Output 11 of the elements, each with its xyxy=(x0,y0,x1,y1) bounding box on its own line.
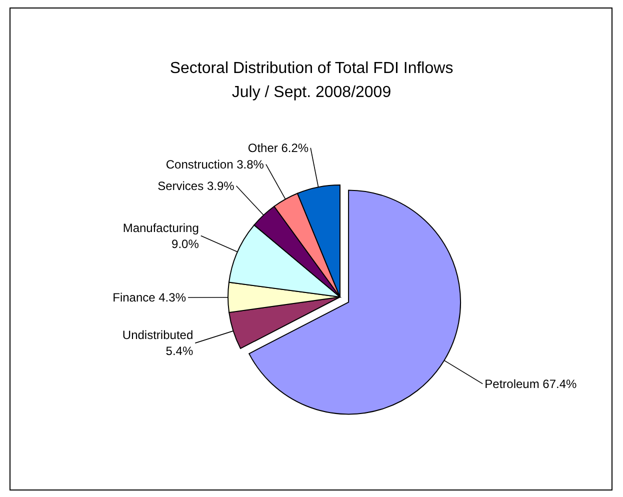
slice-label: Undistributed xyxy=(122,328,194,342)
slice-label: Construction 3.8% xyxy=(166,157,264,172)
slice-label: Manufacturing xyxy=(122,220,199,235)
data-label: 5.4% xyxy=(166,344,194,358)
slice-label: Other 6.2% xyxy=(248,140,309,155)
slice-label: Petroleum 67.4% xyxy=(484,376,578,391)
slice-label: Finance 4.3% xyxy=(112,290,186,304)
chart-title: Sectoral Distribution of Total FDI Inflows xyxy=(170,60,454,77)
chart-subtitle: July / Sept. 2008/2009 xyxy=(232,84,392,101)
data-label: 9.0% xyxy=(172,236,200,251)
slice-label: Services 3.9% xyxy=(158,178,235,193)
